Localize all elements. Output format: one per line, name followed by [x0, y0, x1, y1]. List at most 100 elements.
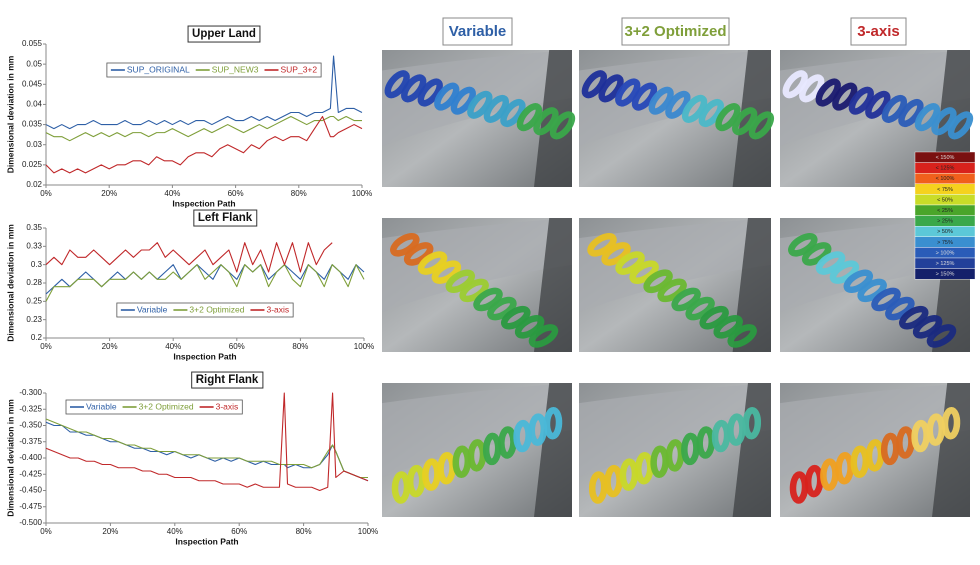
- y-tick-label: 0.35: [26, 223, 42, 232]
- render-coil-loop: [711, 419, 731, 453]
- render-coil-loop: [671, 287, 701, 312]
- x-tick-label: 0%: [40, 527, 52, 536]
- render-coil-loop: [742, 406, 762, 440]
- render-coil-loop: [422, 458, 441, 491]
- legend-label: 3-axis: [266, 304, 289, 314]
- render-coil-loop: [406, 464, 426, 498]
- x-tick-label: 80%: [291, 189, 307, 198]
- render-coil-loop: [533, 107, 559, 136]
- render-coil-loop: [850, 445, 870, 479]
- render-coil-loop: [931, 107, 957, 136]
- render-image: [579, 50, 775, 187]
- render-surface: [579, 383, 771, 477]
- render-coil-loop: [865, 439, 885, 472]
- render-coil-loop: [681, 94, 708, 123]
- render-coil-loop: [896, 426, 915, 459]
- x-tick-label: 100%: [352, 189, 372, 198]
- y-tick-label: 0.28: [26, 278, 42, 287]
- x-tick-label: 100%: [358, 527, 378, 536]
- render-coil-loop: [445, 269, 476, 294]
- chart-title-box: [191, 371, 264, 389]
- render-coil-loop: [727, 324, 757, 348]
- y-axis-label: Dimensional deviation in mm: [5, 55, 15, 173]
- render-coil-loop: [727, 413, 746, 446]
- data-line: [45, 115, 362, 142]
- render-coil-loop: [587, 232, 617, 257]
- render-shadow: [732, 218, 771, 352]
- render-coil-loop: [843, 269, 874, 294]
- render-coil-loop: [500, 98, 526, 128]
- render-coil-loop: [473, 287, 503, 312]
- y-tick-label: -0.300: [19, 388, 42, 397]
- render-coil-loop: [549, 111, 576, 140]
- render-coil-loop: [417, 78, 443, 107]
- x-tick-label: 60%: [231, 527, 247, 536]
- color-scale-label: < 75%: [937, 187, 953, 193]
- render-coil-loop: [588, 471, 608, 504]
- x-tick-label: 60%: [229, 342, 245, 351]
- render-coil-loop: [601, 242, 631, 266]
- render-coil-loop: [782, 70, 808, 99]
- x-tick-label: 0%: [40, 342, 52, 351]
- legend-box: [116, 302, 294, 318]
- y-tick-label: 0.05: [26, 59, 42, 68]
- render-coil-loop: [820, 458, 839, 491]
- render-coil-loop: [417, 251, 448, 275]
- render-coil-loop: [434, 82, 460, 111]
- render-coil-loop: [799, 74, 825, 103]
- render-shadow: [932, 383, 970, 517]
- column-header-box: [850, 17, 907, 46]
- data-line: [45, 392, 369, 492]
- y-tick-label: 0.23: [26, 315, 42, 324]
- render-coil-loop: [715, 103, 741, 132]
- y-tick-label: -0.450: [19, 486, 42, 495]
- render-coil-loop: [696, 426, 715, 459]
- render-image: [780, 383, 970, 517]
- color-scale-label: < 25%: [937, 208, 953, 214]
- legend-label: Variable: [137, 304, 168, 314]
- column-header: Variable: [449, 23, 507, 40]
- render-shadow: [732, 383, 771, 517]
- legend-label: 3+2 Optimized: [189, 304, 244, 314]
- color-scale-label: > 100%: [936, 250, 955, 256]
- render-surface: [579, 218, 771, 312]
- y-tick-label: 0.035: [22, 120, 43, 129]
- render-coil-loop: [514, 315, 545, 339]
- y-tick-label: 0.045: [22, 79, 43, 88]
- render-coil-loop: [789, 471, 809, 504]
- render-coil-loop: [801, 242, 832, 266]
- y-tick-label: 0.2: [31, 333, 43, 342]
- legend-label: Variable: [86, 401, 117, 411]
- column-header: 3-axis: [857, 23, 900, 40]
- legend-box: [106, 62, 322, 78]
- render-coil-loop: [815, 251, 846, 275]
- render-coil-loop: [665, 90, 691, 119]
- color-scale-label: < 100%: [936, 176, 955, 182]
- render-image: [780, 50, 974, 187]
- legend: Variable 3+2 Optimized 3-axis: [65, 399, 243, 415]
- legend-label: 3+2 Optimized: [139, 401, 194, 411]
- x-tick-label: 20%: [101, 189, 117, 198]
- y-tick-label: 0.02: [26, 180, 42, 189]
- x-tick-label: 0%: [40, 189, 52, 198]
- render-coil-loop: [450, 86, 476, 115]
- y-axis-label: Dimensional deviation in mm: [5, 399, 15, 517]
- render-coil-loop: [615, 78, 641, 107]
- y-tick-label: 0.055: [22, 39, 43, 48]
- chart-title-box: [187, 25, 261, 43]
- x-tick-label: 20%: [102, 527, 118, 536]
- render-coil-loop: [615, 251, 645, 275]
- color-scale-swatch: [914, 268, 976, 280]
- render-coil-loop: [947, 111, 974, 140]
- render-coil-loop: [604, 464, 623, 498]
- render-image: [382, 50, 576, 187]
- legend-label: SUP_NEW3: [212, 64, 259, 74]
- x-tick-label: 40%: [167, 527, 183, 536]
- render-coil-loop: [871, 287, 901, 312]
- y-tick-label: 0.3: [31, 260, 43, 269]
- color-scale-label: < 150%: [936, 155, 955, 161]
- render-image: [382, 218, 572, 352]
- render-coil-loop: [581, 70, 608, 99]
